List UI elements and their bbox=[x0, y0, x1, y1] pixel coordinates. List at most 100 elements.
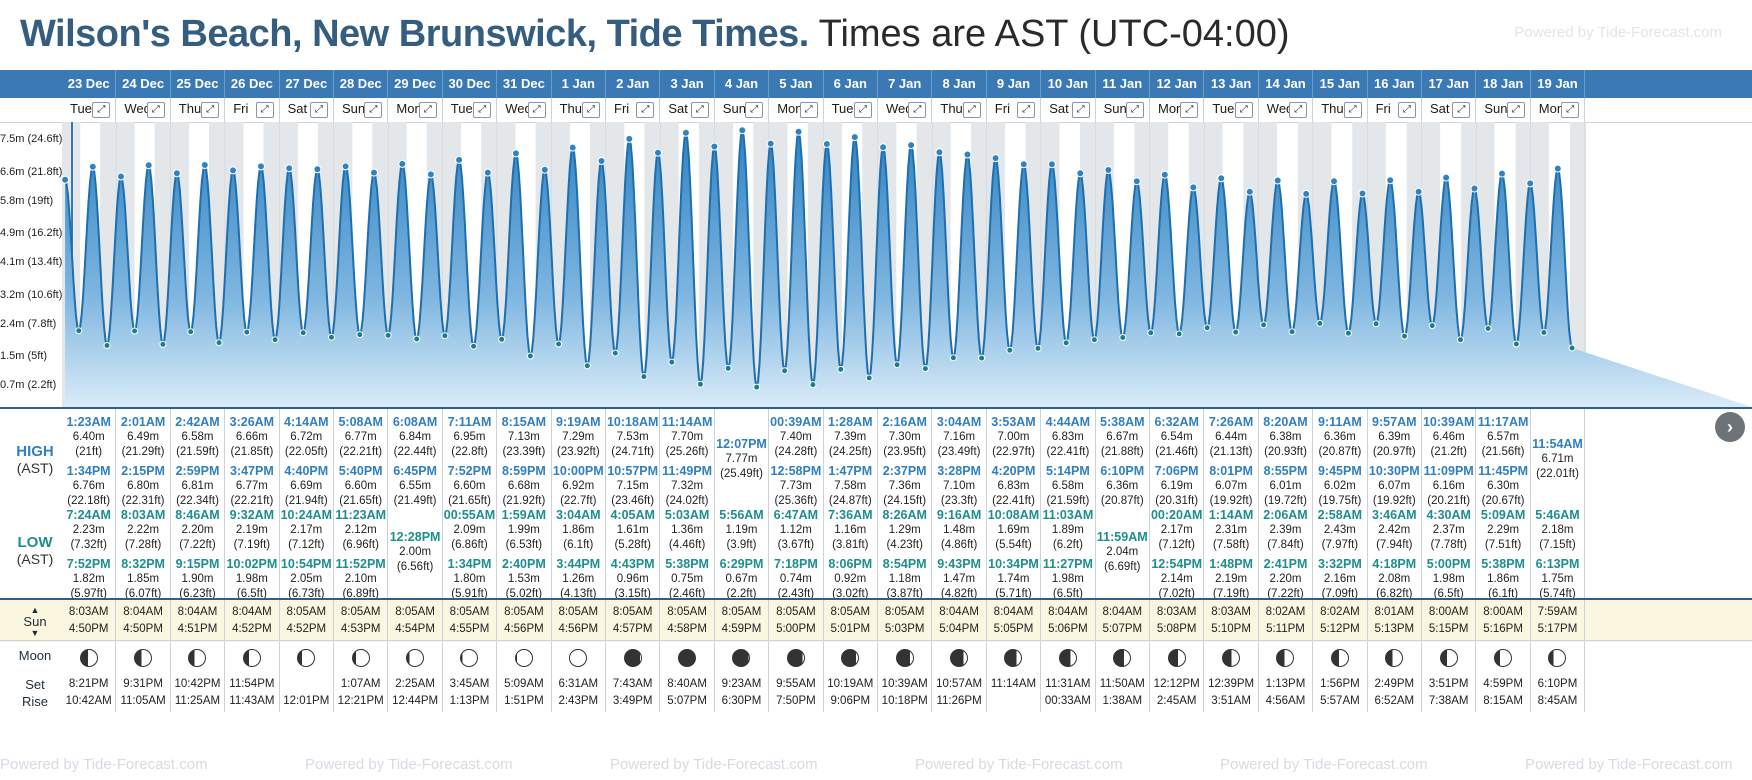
high-tide-point[interactable] bbox=[229, 166, 237, 175]
high-tide-point[interactable] bbox=[879, 143, 888, 152]
expand-icon[interactable]: ⤢ bbox=[1180, 102, 1199, 118]
high-tide-point[interactable] bbox=[654, 148, 662, 157]
low-tide-point[interactable] bbox=[384, 331, 392, 339]
expand-icon[interactable]: ⤢ bbox=[1452, 102, 1471, 118]
expand-icon[interactable]: ⤢ bbox=[473, 102, 492, 118]
high-tide-point[interactable] bbox=[850, 133, 859, 142]
expand-icon[interactable]: ⤢ bbox=[1289, 102, 1308, 118]
expand-icon[interactable]: ⤢ bbox=[1343, 102, 1362, 118]
low-tide-point[interactable] bbox=[1401, 332, 1408, 340]
expand-icon[interactable]: ⤢ bbox=[745, 102, 764, 118]
low-tide-point[interactable] bbox=[583, 362, 591, 370]
low-tide-point[interactable] bbox=[611, 349, 619, 357]
low-tide-point[interactable] bbox=[271, 336, 279, 344]
low-tide-point[interactable] bbox=[1090, 336, 1098, 344]
low-tide-point[interactable] bbox=[1316, 319, 1324, 327]
high-tide-point[interactable] bbox=[341, 162, 350, 171]
high-tide-point[interactable] bbox=[511, 149, 520, 158]
high-tide-point[interactable] bbox=[991, 154, 1000, 163]
high-tide-point[interactable] bbox=[568, 143, 577, 152]
low-tide-point[interactable] bbox=[753, 383, 761, 391]
low-tide-point[interactable] bbox=[103, 342, 111, 349]
expand-icon[interactable]: ⤢ bbox=[364, 102, 383, 118]
low-tide-point[interactable] bbox=[865, 374, 873, 382]
low-tide-point[interactable] bbox=[1147, 329, 1155, 337]
high-tide-point[interactable] bbox=[144, 161, 153, 170]
low-tide-point[interactable] bbox=[668, 358, 676, 366]
expand-icon[interactable]: ⤢ bbox=[527, 102, 546, 118]
high-tide-point[interactable] bbox=[285, 164, 294, 173]
low-tide-point[interactable] bbox=[131, 327, 139, 335]
expand-icon[interactable]: ⤢ bbox=[309, 102, 328, 118]
high-tide-point[interactable] bbox=[1470, 184, 1479, 193]
low-tide-point[interactable] bbox=[1372, 320, 1380, 328]
high-tide-point[interactable] bbox=[766, 139, 775, 148]
low-tide-point[interactable] bbox=[555, 340, 563, 348]
high-tide-point[interactable] bbox=[313, 165, 322, 174]
low-tide-point[interactable] bbox=[1484, 325, 1492, 332]
expand-icon[interactable]: ⤢ bbox=[1017, 102, 1036, 118]
high-tide-point[interactable] bbox=[1245, 187, 1254, 196]
high-tide-point[interactable] bbox=[1526, 179, 1535, 188]
high-tide-point[interactable] bbox=[88, 162, 97, 171]
high-tide-point[interactable] bbox=[117, 172, 125, 181]
high-tide-point[interactable] bbox=[1273, 176, 1282, 185]
low-tide-point[interactable] bbox=[1260, 321, 1268, 329]
high-tide-point[interactable] bbox=[794, 127, 803, 136]
low-tide-point[interactable] bbox=[809, 381, 817, 389]
low-tide-point[interactable] bbox=[1232, 328, 1240, 336]
low-tide-point[interactable] bbox=[498, 335, 506, 343]
high-tide-point[interactable] bbox=[1076, 169, 1085, 178]
expand-icon[interactable]: ⤢ bbox=[1125, 102, 1144, 118]
low-tide-point[interactable] bbox=[1512, 340, 1520, 348]
high-tide-point[interactable] bbox=[1414, 187, 1423, 196]
low-tide-point[interactable] bbox=[1062, 339, 1070, 347]
expand-icon[interactable]: ⤢ bbox=[1506, 102, 1525, 118]
high-tide-point[interactable] bbox=[681, 128, 690, 137]
high-tide-point[interactable] bbox=[822, 140, 831, 148]
expand-icon[interactable]: ⤢ bbox=[636, 102, 655, 118]
high-tide-point[interactable] bbox=[1132, 177, 1141, 186]
low-tide-point[interactable] bbox=[75, 327, 83, 335]
high-tide-point[interactable] bbox=[370, 168, 378, 177]
expand-icon[interactable]: ⤢ bbox=[255, 102, 274, 118]
high-tide-point[interactable] bbox=[1498, 169, 1506, 178]
low-tide-point[interactable] bbox=[1344, 329, 1352, 337]
high-tide-point[interactable] bbox=[935, 148, 944, 157]
powered-by-link[interactable]: Powered by Tide-Forecast.com bbox=[1514, 24, 1722, 41]
high-tide-point[interactable] bbox=[1358, 189, 1367, 198]
low-tide-point[interactable] bbox=[441, 332, 449, 340]
low-tide-point[interactable] bbox=[696, 380, 704, 388]
expand-icon[interactable]: ⤢ bbox=[799, 102, 818, 118]
expand-icon[interactable]: ⤢ bbox=[853, 102, 872, 118]
low-tide-point[interactable] bbox=[949, 354, 957, 362]
high-tide-point[interactable] bbox=[1104, 166, 1113, 174]
high-tide-point[interactable] bbox=[455, 155, 464, 164]
high-tide-point[interactable] bbox=[1302, 189, 1311, 198]
high-tide-point[interactable] bbox=[200, 161, 209, 169]
low-tide-point[interactable] bbox=[243, 328, 251, 336]
high-tide-point[interactable] bbox=[1386, 176, 1395, 185]
low-tide-point[interactable] bbox=[1175, 330, 1183, 338]
low-tide-point[interactable] bbox=[1288, 328, 1296, 336]
low-tide-point[interactable] bbox=[328, 333, 335, 341]
high-tide-point[interactable] bbox=[963, 150, 972, 159]
low-tide-point[interactable] bbox=[159, 340, 167, 348]
low-tide-point[interactable] bbox=[640, 373, 648, 381]
high-tide-point[interactable] bbox=[1442, 173, 1451, 182]
expand-icon[interactable]: ⤢ bbox=[92, 102, 111, 118]
high-tide-point[interactable] bbox=[1330, 177, 1338, 186]
low-tide-point[interactable] bbox=[187, 328, 195, 336]
low-tide-point[interactable] bbox=[299, 329, 307, 337]
high-tide-point[interactable] bbox=[907, 141, 916, 150]
high-tide-point[interactable] bbox=[540, 165, 549, 174]
expand-icon[interactable]: ⤢ bbox=[1234, 102, 1253, 118]
high-tide-point[interactable] bbox=[1189, 183, 1198, 192]
low-tide-point[interactable] bbox=[470, 342, 478, 350]
high-tide-point[interactable] bbox=[426, 170, 435, 179]
low-tide-point[interactable] bbox=[1457, 336, 1464, 344]
low-tide-point[interactable] bbox=[1034, 344, 1042, 352]
low-tide-point[interactable] bbox=[1006, 346, 1014, 354]
high-tide-point[interactable] bbox=[738, 126, 747, 135]
low-tide-point[interactable] bbox=[413, 335, 421, 343]
